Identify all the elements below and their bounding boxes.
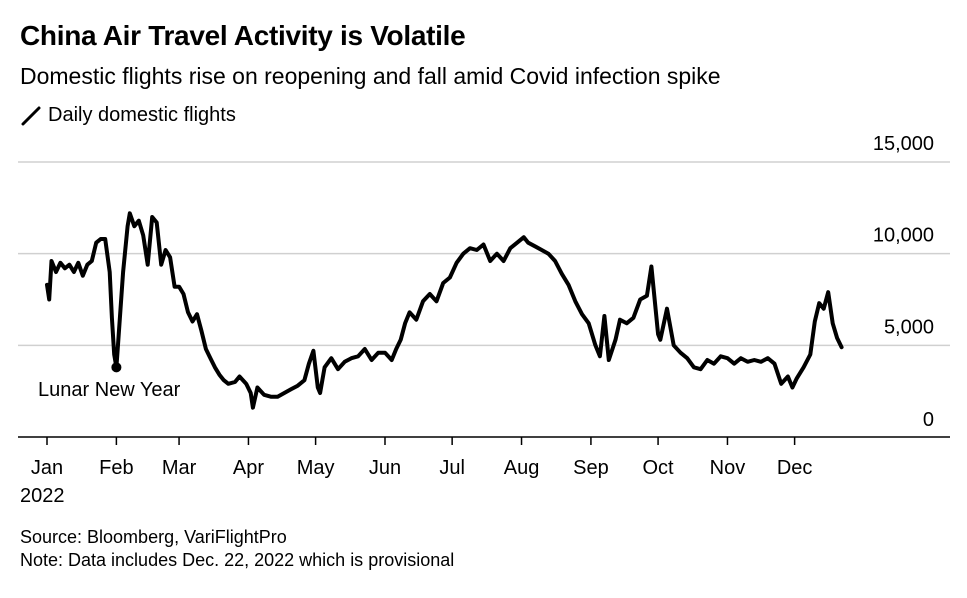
x-tick-label: May [297,457,335,479]
x-tick-label: Aug [504,457,540,479]
source-text: Source: Bloomberg, VariFlightPro [20,527,287,547]
x-tick-label: Dec [777,457,813,479]
annotation-marker [111,362,122,373]
chart-subtitle: Domestic flights rise on reopening and f… [20,63,721,89]
legend-label: Daily domestic flights [48,104,236,126]
x-tick-label: Nov [710,457,746,479]
legend-line-icon [21,106,41,125]
y-tick-label: 10,000 [873,225,934,247]
annotation-label: Lunar New Year [38,379,181,401]
x-axis-year-label: 2022 [20,485,65,507]
y-tick-label: 0 [923,409,934,431]
legend: Daily domestic flights [20,104,236,127]
x-tick-label: Jan [31,457,63,479]
series-line-daily-flights [45,211,844,410]
note-text: Note: Data includes Dec. 22, 2022 which … [20,550,455,570]
y-tick-label: 15,000 [873,133,934,155]
chart-title: China Air Travel Activity is Volatile [20,20,466,51]
x-tick-label: Jun [369,457,401,479]
x-tick-label: Jul [439,457,465,479]
x-tick-label: Apr [233,457,264,479]
x-tick-label: Oct [643,457,675,479]
x-tick-label: Mar [162,457,197,479]
footnote: Source: Bloomberg, VariFlightPro Note: D… [20,526,454,572]
x-tick-label: Feb [99,457,133,479]
y-tick-label: 5,000 [884,316,934,338]
x-tick-label: Sep [573,457,609,479]
